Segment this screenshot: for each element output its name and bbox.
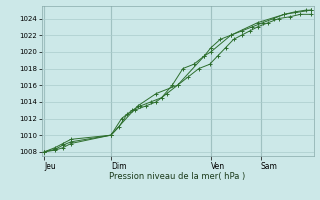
X-axis label: Pression niveau de la mer( hPa ): Pression niveau de la mer( hPa ) <box>109 172 246 181</box>
